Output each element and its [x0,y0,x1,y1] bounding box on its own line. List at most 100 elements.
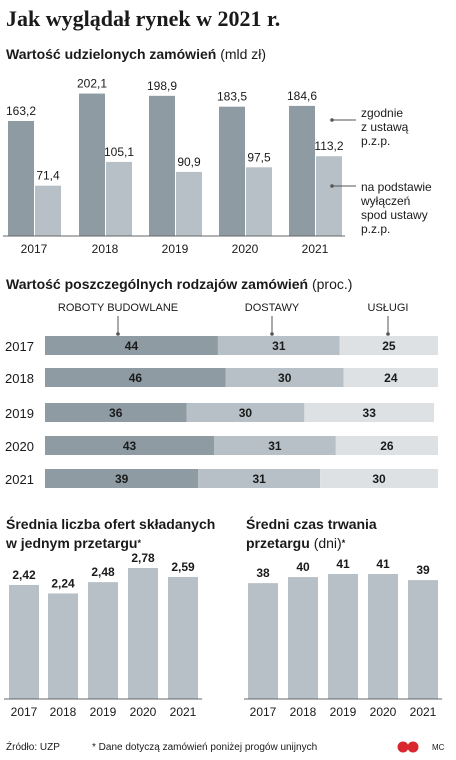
logo-circle-left [397,741,409,753]
bar-2017-series2 [35,185,61,236]
x-tick-2019: 2019 [330,705,357,719]
chart4-title-line1: Średni czas trwania [246,516,377,532]
segment-label-2018-series2: 30 [278,371,292,385]
chart3-title: Średnia liczba ofert składanych w jednym… [6,515,215,553]
bar-2020-series2 [246,167,272,236]
segment-label-2017-series3: 25 [382,339,396,353]
chart1-title: Wartość udzielonych zamówień (mld zł) [6,46,266,62]
segment-2021-series3 [320,469,438,488]
value-label-2017: 38 [256,566,270,580]
row-label-2018: 2018 [5,371,34,386]
segment-label-2021-series1: 39 [115,472,129,486]
main-title: Jak wyglądał rynek w 2021 r. [6,6,281,31]
chart3-footnote-marker: * [137,538,141,548]
legend-leader-dot-series1 [116,332,120,336]
value-label-2019: 2,48 [91,565,115,579]
legend-s1-line1: zgodnie [361,106,404,120]
publisher-logo [397,739,419,755]
chart1-title-text: Wartość udzielonych zamówień [6,46,217,62]
bar-2021 [408,580,438,699]
bar-2017 [9,584,39,699]
value-label-2020-series2: 97,5 [247,150,271,164]
chart-value-of-contracts: 163,2 71,4 2017 202,1 105,1 2018 198,9 90,9 2019… [3,77,356,256]
chart-average-offers: 2,42 2017 2,24 2018 2,48 2019 2,78 2020 2,59 2021 [4,551,202,719]
legend-s2-line3: spod ustawy [361,208,428,222]
segment-2020-series2 [213,436,336,455]
bar-2020 [368,574,398,699]
bar-2018-series1 [79,93,105,236]
segment-2017-series3 [339,336,438,355]
segment-2019-series1 [45,403,187,422]
bar-2019-series1 [149,95,175,236]
legend-s1-line2: z ustawą [361,120,409,134]
chart4-title: Średni czas trwania przetargu (dni)* [246,515,377,553]
x-tick-2018: 2018 [92,242,119,256]
value-label-2020-series1: 183,5 [217,90,247,104]
legend-label-series3: USŁUGI [368,302,409,314]
value-label-2021: 2,59 [171,560,195,574]
chart1-legend-series2: na podstawie wyłączeń spod ustawy p.z.p. [361,180,432,236]
logo-circle-right [407,741,419,753]
bar-2019 [88,582,118,699]
x-tick-2020: 2020 [232,242,259,256]
bar-2017 [248,583,278,699]
legend-leader-dot-series2 [330,184,334,188]
value-label-2021-series1: 184,6 [287,89,317,103]
segment-label-2017-series1: 44 [125,339,139,353]
bar-2021 [168,576,198,699]
value-label-2019-series1: 198,9 [147,79,177,93]
segment-2019-series3 [304,403,435,422]
chart3-title-line1: Średnia liczba ofert składanych [6,516,216,532]
segment-label-2019-series2: 30 [239,406,253,420]
value-label-2017-series2: 71,4 [36,169,60,183]
legend-leader-dot-series3 [386,332,390,336]
legend-leader-dot-series2 [270,332,274,336]
chart3-title-line2: w jednym przetargu [6,535,138,551]
value-label-2018-series1: 202,1 [77,77,107,91]
segment-label-2020-series2: 31 [268,439,282,453]
segment-label-2021-series3: 30 [372,472,386,486]
x-tick-2017: 2017 [11,705,38,719]
x-tick-2021: 2021 [302,242,329,256]
value-label-2021-series2: 113,2 [314,139,343,153]
x-tick-2017: 2017 [250,705,277,719]
segment-label-2020-series3: 26 [380,439,394,453]
value-label-2019-series2: 90,9 [177,155,201,169]
segment-label-2018-series1: 46 [129,371,143,385]
value-label-2018: 2,24 [51,576,75,590]
x-tick-2021: 2021 [410,705,437,719]
chart-average-duration: 38 2017 40 2018 41 2019 41 2020 39 2021 [244,557,442,719]
row-label-2021: 2021 [5,472,34,487]
segment-label-2020-series1: 43 [123,439,137,453]
source-note: Źródło: UZP [6,742,60,753]
segment-label-2019-series3: 33 [363,406,377,420]
legend-s2-line4: p.z.p. [361,222,391,236]
bar-2017-series1 [8,120,34,236]
bar-2018 [288,577,318,699]
row-label-2019: 2019 [5,406,34,421]
bar-2018-series2 [106,161,132,236]
value-label-2020: 41 [376,557,390,571]
segment-2019-series2 [186,403,305,422]
legend-s1-line3: p.z.p. [361,134,391,148]
chart1-unit: (mld zł) [220,46,267,62]
segment-2020-series3 [335,436,438,455]
segment-2018-series1 [45,368,226,387]
row-label-2020: 2020 [5,439,34,454]
x-tick-2019: 2019 [162,242,189,256]
value-label-2021: 39 [416,563,430,577]
bar-2018 [48,593,78,699]
segment-label-2021-series2: 31 [253,472,267,486]
segment-label-2017-series2: 31 [272,339,286,353]
legend-label-series1: ROBOTY BUDOWLANE [58,302,178,314]
chart2-unit: (proc.) [311,276,353,292]
row-label-2017: 2017 [5,339,34,354]
value-label-2019: 41 [336,557,350,571]
bar-2019 [328,574,358,699]
author-initials: MC [432,743,445,752]
publisher-logo-icon [397,741,419,753]
segment-2018-series3 [343,368,438,387]
chart4-unit: (dni) [313,535,342,551]
x-tick-2019: 2019 [90,705,117,719]
x-tick-2020: 2020 [130,705,157,719]
